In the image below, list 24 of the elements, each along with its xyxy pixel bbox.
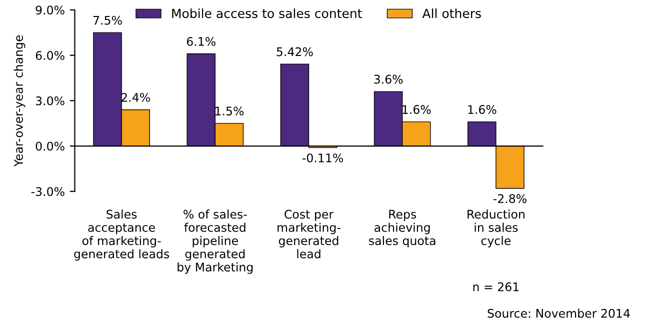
data-label: 6.1% <box>186 36 216 46</box>
data-label: 1.6% <box>468 105 496 114</box>
legend-label: All others <box>422 8 481 18</box>
data-label: 7.5% <box>93 16 122 25</box>
text: n = 261 <box>473 282 519 292</box>
data-label: 1.6% <box>402 105 431 114</box>
data-label: 1.5% <box>215 106 244 116</box>
x-tick-label: Sales acceptance of marketing- generated leads <box>74 210 170 261</box>
y-tick-label: 9.0% <box>36 6 64 15</box>
data-label: -2.8% <box>493 194 526 204</box>
y-tick-label: 3.0% <box>36 96 64 106</box>
x-tick-label: Reps achieving sales quota <box>369 210 436 248</box>
y-tick-label: 0.0% <box>36 142 64 151</box>
y-axis-title: Year-over-year change <box>14 35 26 167</box>
data-label: -0.11% <box>302 153 344 162</box>
source-note: Source: November 2014 <box>488 308 630 318</box>
legend-label: Mobile access to sales content <box>172 8 362 18</box>
y-tick-label: -3.0% <box>31 187 64 196</box>
x-tick-label: Cost per marketing- generated lead <box>278 210 340 258</box>
data-label: 3.6% <box>374 74 403 84</box>
data-label: 5.42% <box>276 47 313 56</box>
x-tick-label: Reduction in sales cycle <box>468 210 524 248</box>
y-tick-label: 6.0% <box>36 51 64 60</box>
x-tick-label: % of sales- forecasted pipeline generated by Marketing <box>178 210 253 274</box>
